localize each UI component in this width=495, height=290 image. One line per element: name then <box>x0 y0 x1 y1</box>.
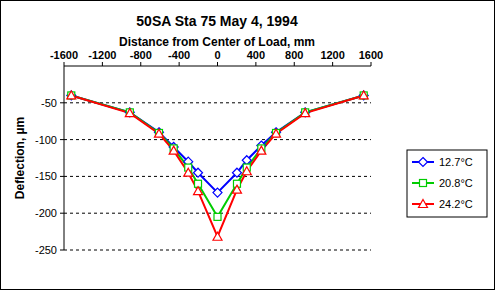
x-tick <box>371 62 372 66</box>
x-tick-label: -1200 <box>88 49 116 61</box>
x-tick <box>140 62 141 66</box>
x-tick <box>64 62 65 66</box>
y-axis <box>64 66 65 250</box>
data-point <box>169 146 178 154</box>
x-tick <box>217 62 218 66</box>
legend-marker <box>419 158 428 167</box>
x-tick <box>255 62 256 66</box>
data-point <box>272 129 281 137</box>
legend-label: 24.2°C <box>439 198 473 210</box>
data-point <box>155 129 162 136</box>
data-point <box>125 108 134 117</box>
legend-box <box>407 150 487 217</box>
grid-line <box>64 102 371 103</box>
legend-label: 12.7°C <box>439 156 473 168</box>
data-point <box>301 108 310 117</box>
grid-line <box>64 250 371 251</box>
x-tick-label: 1200 <box>320 49 344 61</box>
chart-svg: 50SA Sta 75 May 4, 1994 Distance from Cen… <box>0 0 495 290</box>
y-tick <box>60 213 64 214</box>
x-tick <box>332 62 333 66</box>
data-point <box>126 109 133 116</box>
data-point <box>125 109 134 117</box>
data-point <box>242 156 251 165</box>
y-axis-label: Deflection, µm <box>13 117 27 199</box>
y-tick <box>60 250 64 251</box>
y-tick-label: -150 <box>35 170 57 182</box>
x-tick-label: 400 <box>247 49 265 61</box>
data-point <box>214 213 221 220</box>
x-axis-label: Distance from Center of Load, mm <box>119 35 315 49</box>
data-point <box>194 187 203 195</box>
data-point <box>213 188 222 197</box>
data-point <box>154 128 163 137</box>
data-point <box>194 168 203 177</box>
grid-line <box>64 139 371 140</box>
y-tick-label: -250 <box>35 244 57 256</box>
y-tick <box>60 176 64 177</box>
data-point <box>184 168 193 176</box>
data-point <box>67 91 76 100</box>
y-tick-label: -200 <box>35 207 57 219</box>
grid-line <box>64 176 371 177</box>
data-point <box>213 232 222 240</box>
data-point <box>232 168 241 177</box>
legend-marker <box>420 180 427 187</box>
x-tick-label: -400 <box>168 49 190 61</box>
y-tick <box>60 102 64 103</box>
data-point <box>359 91 368 99</box>
data-point <box>302 109 309 116</box>
x-tick-label: 800 <box>285 49 303 61</box>
y-tick-label: -50 <box>41 97 57 109</box>
series-line <box>71 95 363 192</box>
title: 50SA Sta 75 May 4, 1994 <box>136 13 298 29</box>
data-point <box>301 109 310 117</box>
series-line <box>71 95 363 236</box>
x-tick <box>179 62 180 66</box>
data-point <box>68 92 75 99</box>
legend-label: 20.8°C <box>439 177 473 189</box>
data-point <box>154 129 163 137</box>
x-tick-label: -800 <box>130 49 152 61</box>
plot-area <box>67 91 368 240</box>
data-point <box>232 185 241 193</box>
x-tick <box>294 62 295 66</box>
data-point <box>359 91 368 100</box>
legend: 12.7°C 20.8°C 24.2°C <box>407 150 487 217</box>
x-tick-label: 1600 <box>359 49 383 61</box>
data-point <box>273 129 280 136</box>
y-tick-label: -100 <box>35 134 57 146</box>
x-tick <box>102 62 103 66</box>
legend-marker <box>419 200 428 208</box>
data-point <box>360 92 367 99</box>
chart-border <box>1 1 495 290</box>
data-point <box>67 91 76 99</box>
data-point <box>257 146 266 154</box>
data-point <box>242 167 251 175</box>
x-tick-label: -1600 <box>50 49 78 61</box>
chart-container: 50SA Sta 75 May 4, 1994 Distance from Cen… <box>0 0 495 290</box>
data-point <box>272 128 281 137</box>
y-tick <box>60 139 64 140</box>
x-tick-label: 0 <box>214 49 220 61</box>
series-line <box>71 95 363 216</box>
